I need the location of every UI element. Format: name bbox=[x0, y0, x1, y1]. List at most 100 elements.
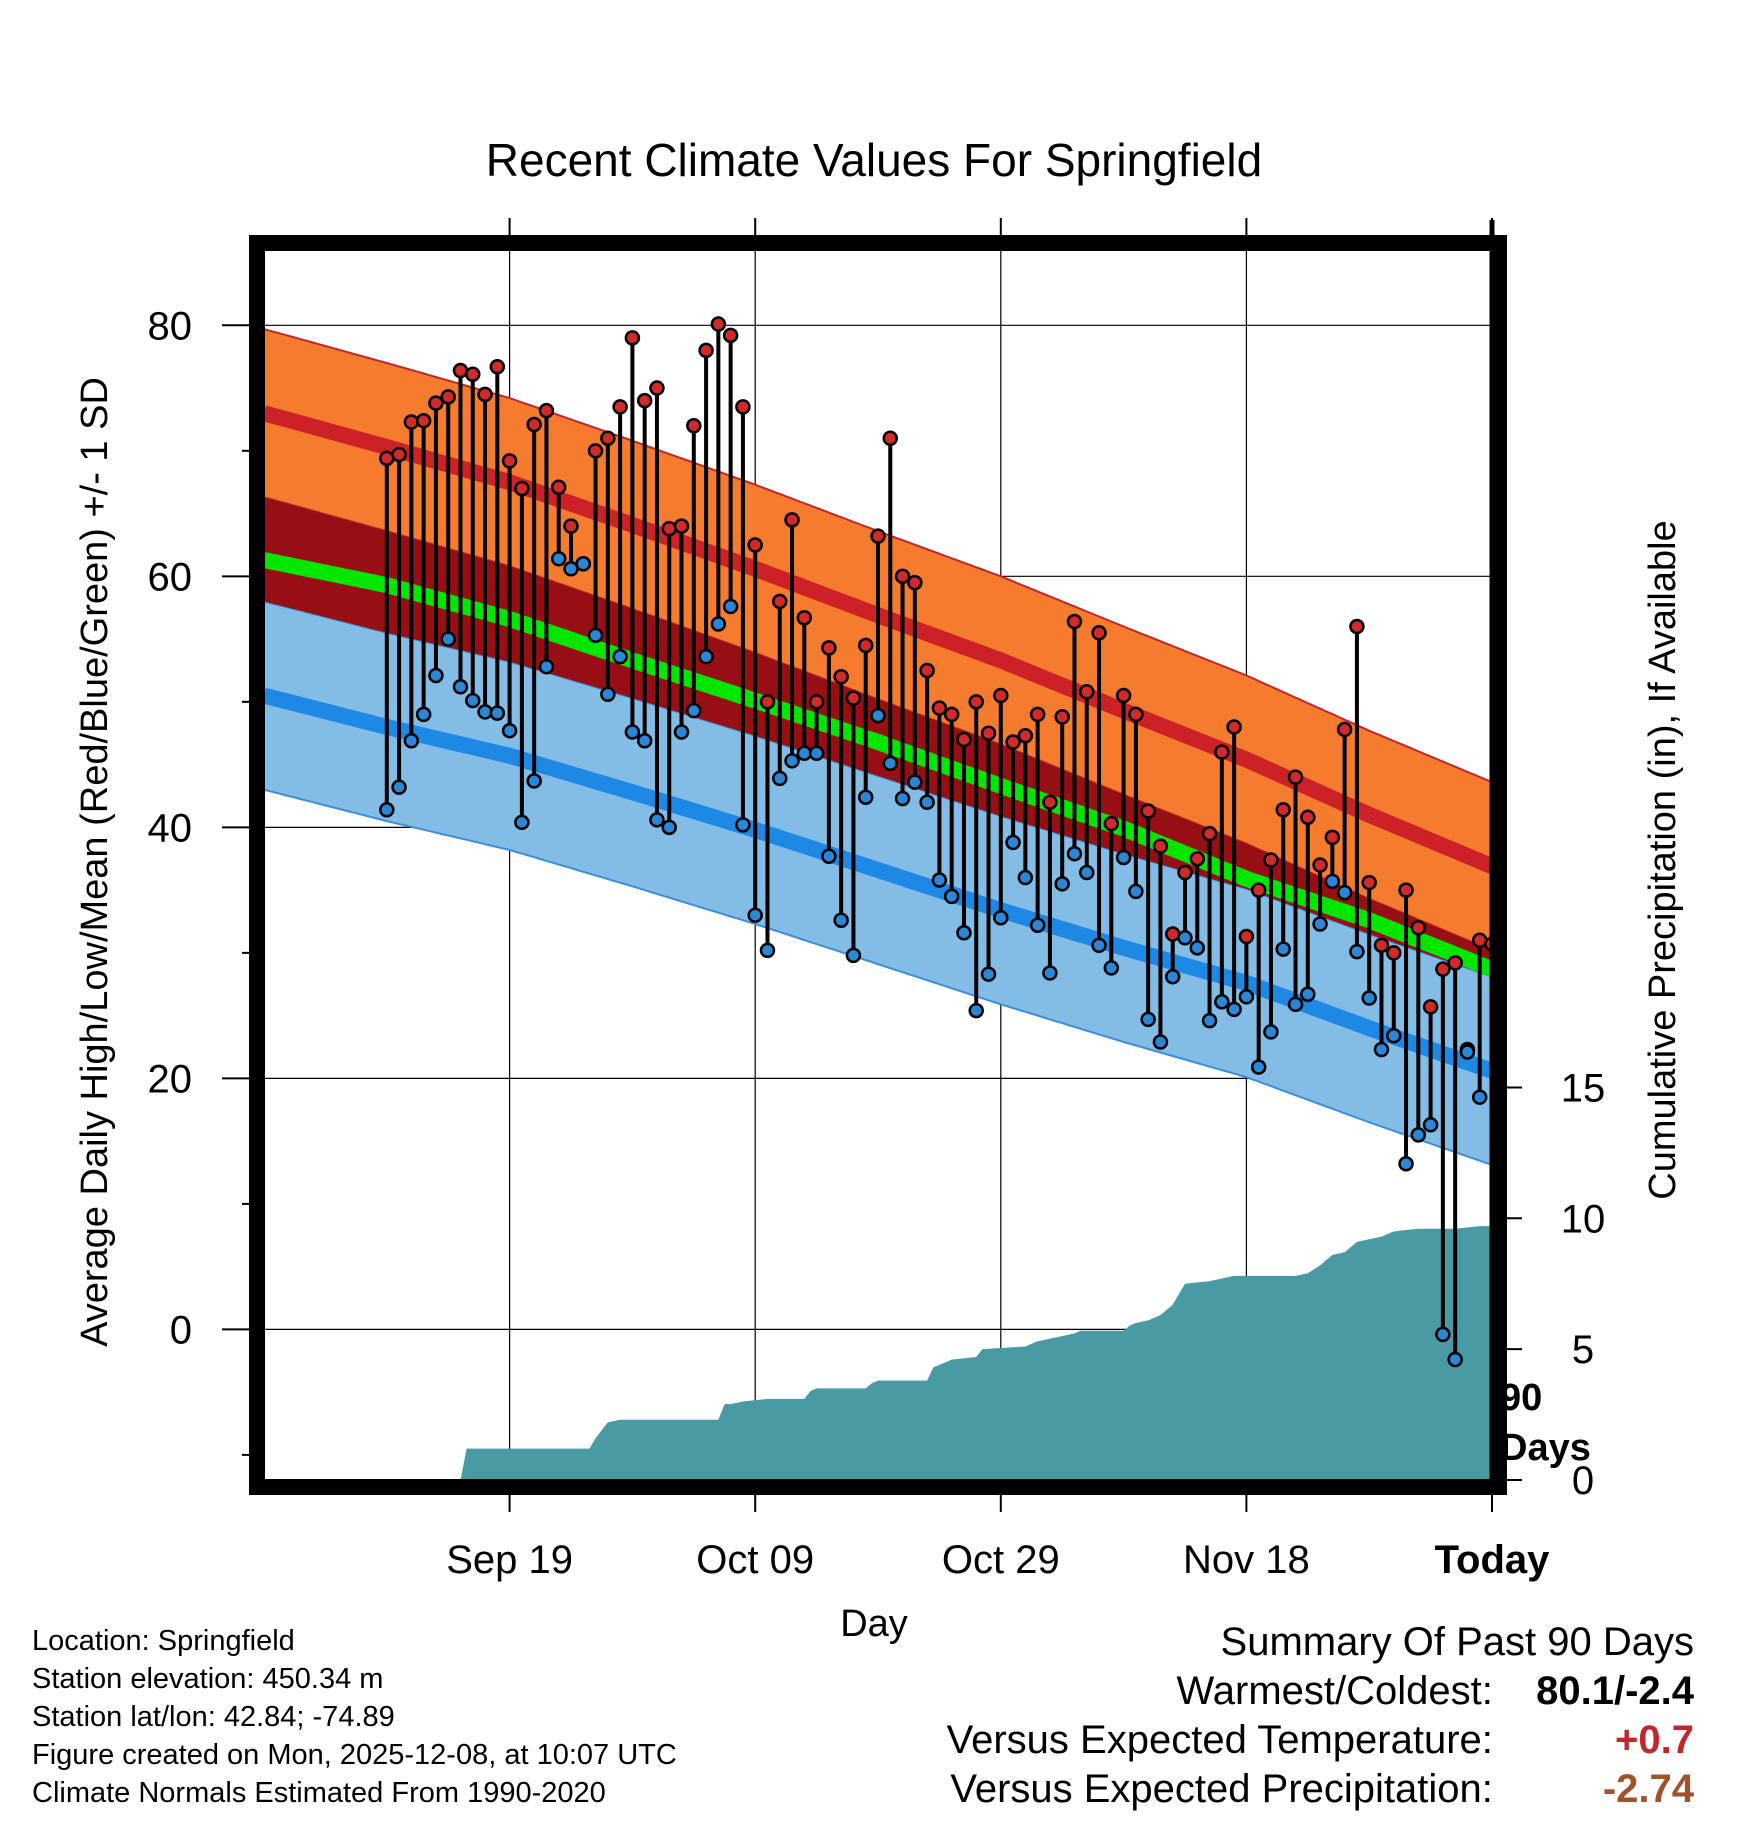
daily-low-point bbox=[1447, 1351, 1463, 1368]
daily-low-point bbox=[1189, 940, 1206, 956]
latlon-text: Station lat/lon: 42.84; -74.89 bbox=[32, 1701, 395, 1733]
daily-high-point bbox=[980, 725, 997, 741]
temp-anomaly-value: +0.7 bbox=[1615, 1718, 1694, 1762]
daily-high-point bbox=[673, 518, 690, 534]
daily-high-point bbox=[772, 593, 788, 610]
daily-high-point bbox=[1214, 744, 1230, 760]
summary-title: Summary Of Past 90 Days bbox=[1220, 1620, 1694, 1664]
daily-low-point bbox=[1238, 989, 1255, 1005]
daily-high-point bbox=[379, 450, 395, 467]
daily-low-point bbox=[1300, 986, 1316, 1003]
daily-low-point bbox=[833, 912, 849, 928]
summary-panel: Summary Of Past 90 Days Warmest/Coldest:… bbox=[947, 1618, 1694, 1814]
daily-high-point bbox=[403, 414, 420, 430]
daily-high-point bbox=[550, 479, 567, 495]
daily-low-point bbox=[907, 774, 923, 790]
daily-high-point bbox=[1361, 874, 1377, 891]
daily-low-point bbox=[784, 753, 800, 769]
daily-high-point bbox=[907, 574, 923, 591]
daily-low-point bbox=[1115, 849, 1132, 866]
daily-high-point bbox=[686, 417, 702, 434]
chart-title: Recent Climate Values For Springfield bbox=[486, 134, 1262, 186]
daily-low-point bbox=[968, 1002, 984, 1019]
daily-low-point bbox=[415, 706, 432, 723]
daily-high-point bbox=[931, 700, 948, 716]
daily-low-point bbox=[1029, 917, 1046, 933]
daily-high-point bbox=[501, 453, 518, 469]
daily-low-point bbox=[808, 745, 825, 762]
daily-high-point bbox=[784, 512, 800, 528]
daily-low-point bbox=[587, 627, 604, 644]
warmest-coldest-label: Warmest/Coldest: bbox=[1176, 1669, 1493, 1713]
daily-low-point bbox=[440, 631, 456, 647]
daily-high-point bbox=[1398, 882, 1414, 898]
daily-high-point bbox=[1164, 926, 1181, 942]
daily-high-point bbox=[587, 443, 604, 459]
daily-low-point bbox=[772, 770, 788, 787]
daily-high-point bbox=[1386, 945, 1402, 961]
daily-low-point bbox=[722, 598, 739, 615]
x-tick-label: Nov 18 bbox=[1183, 1538, 1310, 1582]
daily-low-point bbox=[600, 686, 616, 703]
daily-high-point bbox=[391, 446, 407, 463]
daily-low-point bbox=[1226, 1001, 1242, 1018]
y-tick-label: 40 bbox=[148, 806, 193, 850]
daily-high-point bbox=[710, 316, 727, 332]
x-tick-label: Oct 29 bbox=[942, 1538, 1060, 1582]
daily-low-point bbox=[1128, 883, 1144, 900]
daily-high-point bbox=[919, 662, 935, 679]
y2-tick-label: 5 bbox=[1572, 1328, 1594, 1372]
daily-high-point bbox=[943, 706, 960, 723]
daily-low-point bbox=[1263, 1024, 1279, 1040]
daily-low-point bbox=[1103, 960, 1120, 976]
daily-high-point bbox=[882, 430, 899, 447]
daily-low-point bbox=[1287, 996, 1304, 1013]
daily-low-point bbox=[1005, 834, 1021, 851]
normals-text: Climate Normals Estimated From 1990-2020 bbox=[32, 1777, 606, 1809]
today-annotation: 90 bbox=[1500, 1377, 1542, 1419]
daily-low-point bbox=[1410, 1127, 1427, 1143]
daily-low-point bbox=[1459, 1044, 1476, 1060]
created-text: Figure created on Mon, 2025-12-08, at 10… bbox=[32, 1739, 677, 1771]
daily-high-point bbox=[894, 568, 911, 585]
daily-low-point bbox=[1066, 845, 1083, 862]
daily-low-point bbox=[1486, 0, 1499, 7]
daily-low-point bbox=[624, 724, 641, 740]
daily-low-point bbox=[747, 907, 763, 923]
daily-low-point bbox=[1324, 873, 1341, 890]
plot-frame bbox=[249, 235, 1507, 1495]
station-info: Location: Springfield Station elevation:… bbox=[32, 1622, 677, 1812]
daily-low-point bbox=[550, 551, 567, 567]
daily-low-point bbox=[956, 925, 972, 941]
daily-high-point bbox=[821, 640, 837, 656]
daily-low-point bbox=[575, 556, 592, 572]
y-tick-label: 20 bbox=[148, 1057, 193, 1101]
x-tick-label: Oct 09 bbox=[696, 1538, 814, 1582]
daily-low-point bbox=[501, 722, 518, 739]
daily-high-point bbox=[1410, 920, 1427, 936]
daily-high-point bbox=[1312, 857, 1328, 873]
precipitation-area bbox=[460, 1226, 1492, 1480]
x-tick-label: Today bbox=[1435, 1538, 1551, 1582]
daily-high-point bbox=[1422, 999, 1439, 1015]
daily-high-point bbox=[1201, 825, 1218, 842]
daily-low-point bbox=[1164, 968, 1181, 985]
daily-low-point bbox=[1361, 990, 1377, 1006]
daily-low-point bbox=[710, 616, 727, 632]
daily-low-point bbox=[931, 872, 948, 888]
daily-low-point bbox=[894, 790, 911, 807]
daily-high-point bbox=[452, 362, 469, 379]
daily-high-point bbox=[735, 399, 751, 415]
daily-high-point bbox=[563, 518, 579, 534]
elevation-text: Station elevation: 450.34 m bbox=[32, 1663, 384, 1695]
y2-axis-label: Cumulative Precipitation (in), If Availa… bbox=[1642, 520, 1684, 1199]
daily-low-point bbox=[612, 648, 628, 665]
daily-low-point bbox=[821, 848, 837, 864]
daily-low-point bbox=[1275, 941, 1291, 957]
daily-low-point bbox=[1214, 994, 1230, 1010]
daily-low-point bbox=[661, 819, 677, 836]
daily-low-point bbox=[1336, 884, 1353, 901]
daily-low-point bbox=[1201, 1012, 1218, 1029]
x-tick-label: Sep 19 bbox=[446, 1538, 573, 1582]
